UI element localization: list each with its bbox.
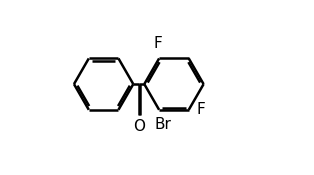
Text: F: F (154, 36, 163, 51)
Text: O: O (133, 119, 145, 134)
Text: Br: Br (154, 117, 171, 132)
Text: F: F (196, 102, 205, 117)
